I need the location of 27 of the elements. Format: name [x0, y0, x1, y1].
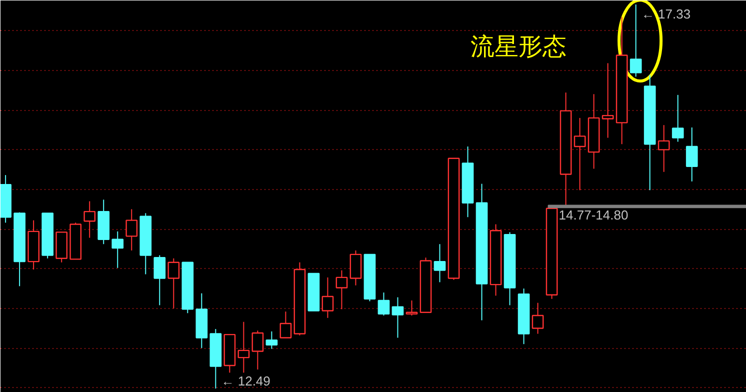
candlestick — [602, 62, 614, 138]
candlestick — [476, 183, 488, 321]
candlestick — [322, 276, 334, 318]
annotation: ← 12.49 — [221, 374, 270, 389]
candlestick — [238, 321, 250, 374]
candlestick — [112, 230, 124, 268]
candlestick — [588, 94, 600, 170]
candlestick — [560, 92, 572, 208]
candlestick — [462, 146, 474, 218]
candlestick — [574, 117, 586, 191]
candlestick — [84, 200, 96, 238]
candlestick — [28, 220, 40, 270]
candlestick — [0, 174, 12, 224]
candlestick — [126, 208, 138, 251]
candlestick — [686, 126, 698, 182]
candlestick — [616, 16, 628, 145]
candlestick — [392, 296, 404, 338]
candlestick — [196, 292, 208, 349]
candlestick — [658, 124, 670, 172]
candlestick — [336, 270, 348, 310]
candlestick — [532, 302, 544, 334]
candlestick — [518, 288, 530, 345]
candlestick — [434, 244, 446, 283]
annotation: ← 17.33 — [641, 6, 691, 22]
candlestick — [644, 74, 656, 191]
band-label: 14.77-14.80 — [558, 208, 628, 223]
annotation: 流星形态 — [470, 32, 567, 60]
